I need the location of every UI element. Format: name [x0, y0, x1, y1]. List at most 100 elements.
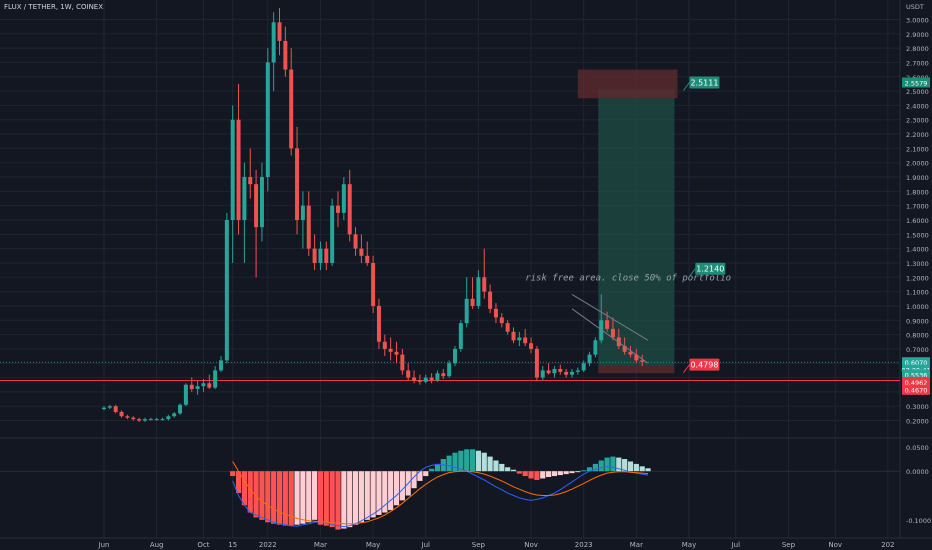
candle-body — [394, 351, 399, 355]
candle-body — [353, 234, 358, 249]
time-tick-label: Mar — [314, 541, 327, 549]
label-pointer — [683, 82, 690, 91]
price-tick-label: 0.9000 — [906, 317, 929, 325]
macd-histogram-bar — [265, 471, 271, 523]
price-tick-label: 2.9000 — [906, 31, 929, 39]
candle-body — [142, 419, 147, 421]
macd-histogram-bar — [230, 471, 236, 477]
macd-histogram-bar — [481, 452, 487, 472]
candle-body — [587, 354, 592, 364]
candle-body — [271, 22, 276, 63]
candle-body — [219, 360, 223, 371]
candle-body — [382, 341, 387, 349]
candle-body — [388, 348, 393, 352]
trendline-lower — [571, 308, 649, 364]
price-label-box — [689, 76, 720, 89]
time-tick-label: Sep — [472, 541, 486, 549]
symbol-header: FLUX / TETHER, 1W, COINEX — [4, 3, 104, 11]
time-tick-label: Mar — [630, 541, 643, 549]
price-label-box — [695, 262, 726, 275]
candle-body — [248, 177, 253, 185]
macd-histogram-bar — [446, 455, 452, 472]
price-label: 1.2140 — [696, 265, 724, 274]
candle-body — [371, 262, 376, 306]
axis-badge-box — [902, 384, 930, 395]
candle-body — [499, 317, 504, 324]
price-tick-label: 0.8000 — [906, 332, 929, 340]
candle-body — [546, 370, 551, 374]
macd-histogram-bar — [581, 470, 587, 472]
axis-badge: 0.4962 — [905, 379, 928, 387]
price-label-box — [689, 358, 720, 371]
candle-body — [593, 340, 598, 355]
trendline — [571, 294, 649, 341]
time-tick-label: Sep — [782, 541, 796, 549]
time-tick-label: 2022 — [259, 541, 277, 549]
price-tick-label: 1.4000 — [906, 246, 929, 254]
macd-histogram-bar — [569, 471, 575, 474]
candle-body — [505, 323, 510, 332]
candle-body — [330, 205, 335, 263]
macd-histogram-bar — [271, 471, 277, 524]
price-tick-label: 2.4000 — [906, 102, 929, 110]
macd-histogram-bar — [276, 471, 283, 525]
macd-tick-label: 0.0500 — [906, 444, 929, 452]
price-tick-label: 2.0000 — [906, 160, 929, 168]
macd-tick-label: -0.1000 — [906, 517, 931, 525]
candle-body — [423, 377, 428, 382]
macd-histogram-bar — [639, 466, 645, 472]
price-tick-label: 1.7000 — [906, 203, 929, 211]
candle-body — [236, 119, 241, 220]
time-tick-label: Jul — [421, 541, 431, 549]
macd-histogram-bar — [475, 450, 481, 472]
candle-body — [336, 205, 340, 213]
candle-body — [277, 22, 282, 41]
axis-badge: 0.5536 — [905, 371, 928, 379]
macd-histogram-bar — [429, 468, 435, 472]
candle-body — [400, 354, 405, 371]
candle-body — [283, 40, 288, 70]
candle-body — [107, 406, 112, 408]
candle-body — [470, 298, 475, 306]
macd-histogram-bar — [622, 459, 628, 472]
macd-histogram-bar — [563, 471, 569, 475]
time-tick-label: Jul — [731, 541, 741, 549]
macd-histogram-bar — [393, 471, 400, 506]
axis-badge: 0.4670 — [905, 387, 928, 395]
macd-histogram-bar — [505, 467, 511, 472]
macd-histogram-bar — [645, 468, 651, 472]
candle-body — [224, 220, 229, 361]
price-tick-label: 1.9000 — [906, 174, 929, 182]
time-tick-label: 15 — [228, 541, 237, 549]
macd-histogram-bar — [259, 471, 265, 520]
candle-body — [300, 205, 305, 220]
macd-histogram-bar — [282, 471, 288, 526]
candle-body — [230, 119, 235, 220]
candle-body — [464, 298, 469, 324]
candle-body — [406, 370, 411, 378]
macd-histogram-bar — [288, 471, 294, 527]
macd-histogram-bar — [411, 471, 417, 489]
macd-histogram-bar — [335, 471, 341, 530]
time-tick-label: Nov — [828, 541, 842, 549]
target-zone — [598, 89, 675, 367]
candle-body — [265, 62, 270, 178]
candle-body — [488, 291, 493, 309]
candle-body — [183, 384, 188, 405]
stop-zone — [598, 366, 675, 374]
macd-histogram-bar — [528, 471, 534, 479]
price-tick-label: 0.7000 — [906, 346, 929, 354]
macd-histogram-bar — [434, 463, 441, 472]
candle-body — [376, 305, 381, 342]
macd-histogram-bar — [604, 457, 610, 472]
macd-histogram-bar — [247, 471, 253, 513]
candle-body — [295, 148, 300, 220]
candle-body — [242, 177, 247, 220]
macd-histogram-bar — [317, 471, 324, 525]
candle-body — [458, 323, 463, 349]
candle-body — [435, 373, 440, 381]
candle-body — [312, 248, 317, 263]
macd-histogram-bar — [575, 471, 581, 473]
macd-histogram-bar — [586, 467, 593, 472]
